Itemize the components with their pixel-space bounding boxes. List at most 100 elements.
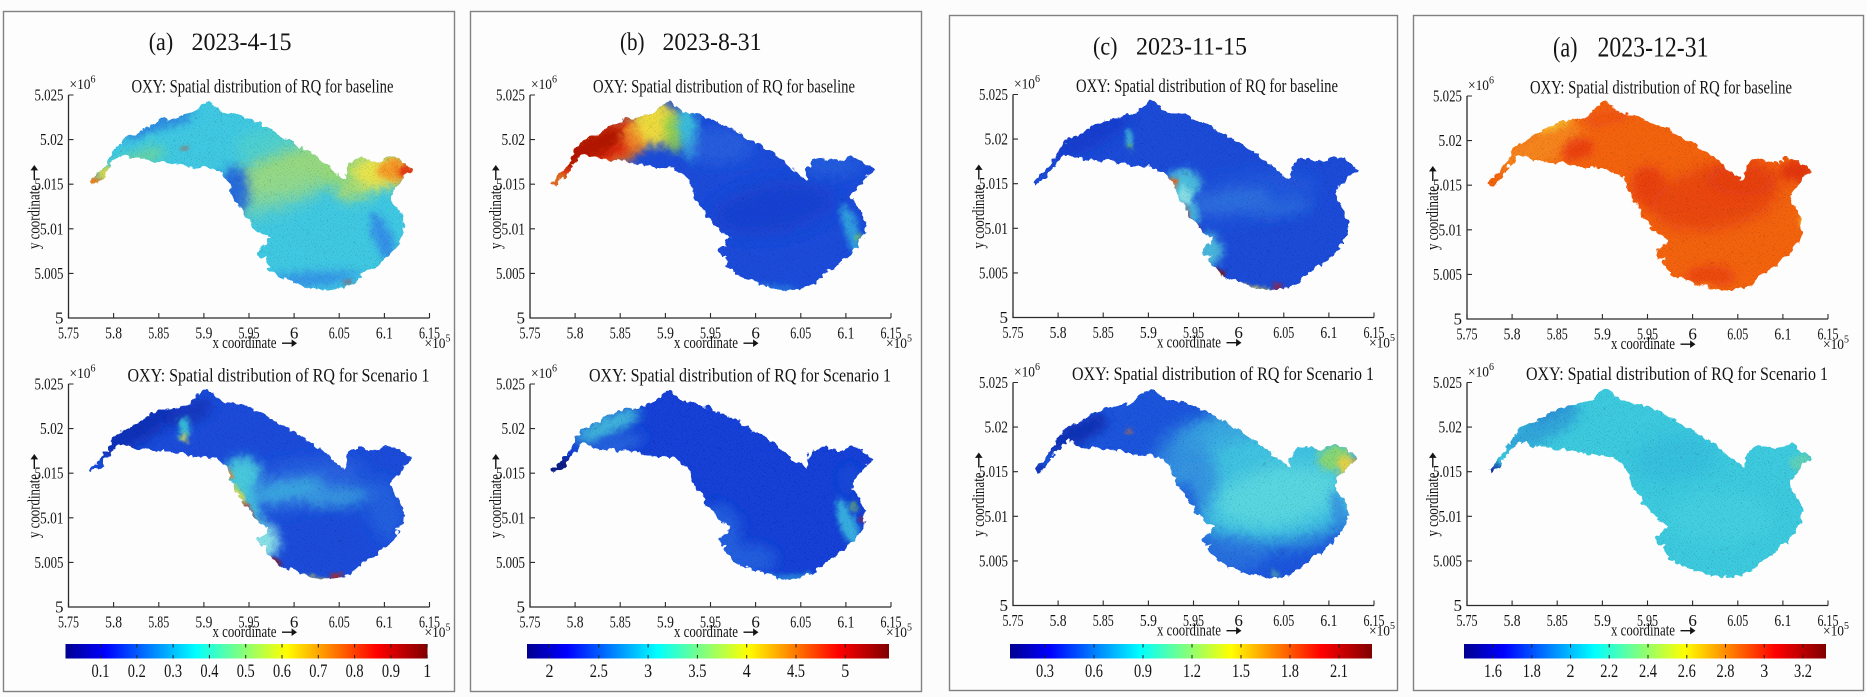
svg-text:x coordinate: x coordinate [674, 622, 738, 641]
svg-text:5.9: 5.9 [195, 324, 212, 343]
svg-text:3: 3 [644, 662, 652, 682]
svg-text:5.75: 5.75 [520, 324, 541, 343]
svg-text:0.3: 0.3 [1036, 662, 1054, 682]
svg-text:5.02: 5.02 [502, 419, 526, 438]
svg-text:5: 5 [1000, 596, 1009, 615]
svg-text:6.1: 6.1 [837, 613, 854, 632]
svg-text:6: 6 [751, 324, 760, 343]
svg-text:5.02: 5.02 [40, 130, 64, 149]
svg-text:y coordinate: y coordinate [25, 474, 44, 538]
svg-text:(a): (a) [149, 27, 174, 56]
svg-text:5: 5 [55, 598, 64, 617]
svg-text:5.85: 5.85 [1547, 611, 1568, 630]
svg-text:x coordinate: x coordinate [213, 333, 277, 352]
svg-text:5.02: 5.02 [1439, 131, 1463, 150]
svg-text:6.05: 6.05 [1727, 611, 1748, 630]
svg-text:5.85: 5.85 [1093, 611, 1114, 630]
svg-text:6.05: 6.05 [790, 613, 811, 632]
svg-text:5.01: 5.01 [985, 507, 1009, 526]
svg-text:×105: ×105 [886, 623, 912, 642]
svg-text:0.9: 0.9 [1134, 662, 1152, 682]
svg-text:5.015: 5.015 [35, 464, 64, 483]
svg-text:6: 6 [1234, 323, 1243, 342]
svg-text:y coordinate: y coordinate [1423, 473, 1442, 537]
svg-text:×105: ×105 [1823, 621, 1849, 640]
svg-text:5.02: 5.02 [985, 130, 1009, 149]
svg-text:x coordinate: x coordinate [1157, 621, 1221, 640]
svg-text:5.8: 5.8 [1050, 611, 1067, 630]
svg-text:5.75: 5.75 [1003, 611, 1024, 630]
svg-text:5.95: 5.95 [700, 613, 721, 632]
svg-text:5.85: 5.85 [610, 324, 631, 343]
svg-text:1.2: 1.2 [1183, 662, 1201, 682]
svg-text:×106: ×106 [1014, 74, 1040, 93]
svg-text:OXY: Spatial distribution of R: OXY: Spatial distribution of RQ for base… [1076, 76, 1338, 97]
svg-text:2023-4-15: 2023-4-15 [192, 27, 292, 56]
svg-text:4: 4 [743, 662, 751, 682]
svg-text:5.9: 5.9 [1140, 611, 1157, 630]
svg-text:6.15: 6.15 [1818, 325, 1839, 344]
svg-text:0.5: 0.5 [237, 662, 255, 682]
svg-text:5.85: 5.85 [1093, 323, 1114, 342]
svg-text:1.5: 1.5 [1232, 662, 1250, 682]
svg-text:×106: ×106 [1468, 362, 1494, 381]
svg-text:x coordinate: x coordinate [213, 622, 277, 641]
svg-text:6.15: 6.15 [1364, 611, 1385, 630]
svg-text:5.02: 5.02 [502, 130, 526, 149]
svg-text:5.005: 5.005 [496, 264, 525, 283]
svg-text:6.1: 6.1 [376, 613, 393, 632]
svg-text:5.95: 5.95 [1183, 323, 1204, 342]
svg-text:6.05: 6.05 [1273, 323, 1294, 342]
svg-text:5.75: 5.75 [58, 613, 79, 632]
svg-text:5.005: 5.005 [979, 263, 1008, 282]
svg-text:5.01: 5.01 [40, 508, 64, 527]
svg-text:1.8: 1.8 [1523, 662, 1541, 682]
svg-text:OXY: Spatial distribution of R: OXY: Spatial distribution of RQ for base… [1530, 78, 1792, 99]
svg-text:6.15: 6.15 [419, 613, 440, 632]
svg-text:5.95: 5.95 [239, 324, 260, 343]
svg-text:6.05: 6.05 [329, 324, 350, 343]
svg-text:2023-11-15: 2023-11-15 [1136, 32, 1247, 61]
svg-text:5.01: 5.01 [1439, 220, 1463, 239]
svg-text:5.02: 5.02 [40, 419, 64, 438]
svg-text:5.025: 5.025 [496, 375, 525, 394]
svg-text:5.75: 5.75 [520, 613, 541, 632]
svg-text:5.95: 5.95 [700, 324, 721, 343]
svg-text:5: 5 [1454, 596, 1463, 615]
svg-text:0.6: 0.6 [273, 662, 291, 682]
svg-text:6: 6 [290, 613, 299, 632]
svg-text:5.02: 5.02 [985, 418, 1009, 437]
svg-text:2.5: 2.5 [590, 662, 608, 682]
svg-text:6: 6 [290, 324, 299, 343]
svg-text:2023-8-31: 2023-8-31 [663, 27, 762, 56]
svg-text:×105: ×105 [1369, 621, 1395, 640]
svg-text:2.2: 2.2 [1600, 662, 1618, 682]
svg-text:6.1: 6.1 [376, 324, 393, 343]
svg-text:2.4: 2.4 [1639, 662, 1657, 682]
svg-text:0.2: 0.2 [128, 662, 146, 682]
svg-text:0.1: 0.1 [92, 662, 110, 682]
svg-text:2: 2 [546, 662, 554, 682]
svg-text:x coordinate: x coordinate [674, 333, 738, 352]
svg-text:5.9: 5.9 [195, 613, 212, 632]
svg-text:×105: ×105 [886, 334, 912, 353]
svg-text:OXY: Spatial distribution of R: OXY: Spatial distribution of RQ for base… [132, 77, 394, 98]
svg-text:0.3: 0.3 [164, 662, 182, 682]
svg-text:×106: ×106 [70, 364, 96, 383]
svg-text:6.05: 6.05 [1273, 611, 1294, 630]
svg-text:6.1: 6.1 [1774, 325, 1791, 344]
svg-text:5.025: 5.025 [979, 85, 1008, 104]
svg-text:1.6: 1.6 [1484, 662, 1502, 682]
svg-text:1: 1 [423, 662, 431, 682]
svg-text:5.005: 5.005 [35, 264, 64, 283]
svg-text:3.5: 3.5 [688, 662, 706, 682]
svg-text:3.2: 3.2 [1794, 662, 1812, 682]
svg-text:5.8: 5.8 [567, 324, 584, 343]
svg-text:1.8: 1.8 [1281, 662, 1299, 682]
svg-text:2: 2 [1567, 662, 1575, 682]
svg-text:×105: ×105 [1369, 333, 1395, 352]
svg-text:6.15: 6.15 [1818, 611, 1839, 630]
svg-text:5.75: 5.75 [58, 324, 79, 343]
svg-text:5.025: 5.025 [496, 86, 525, 105]
svg-text:y coordinate: y coordinate [969, 185, 988, 249]
